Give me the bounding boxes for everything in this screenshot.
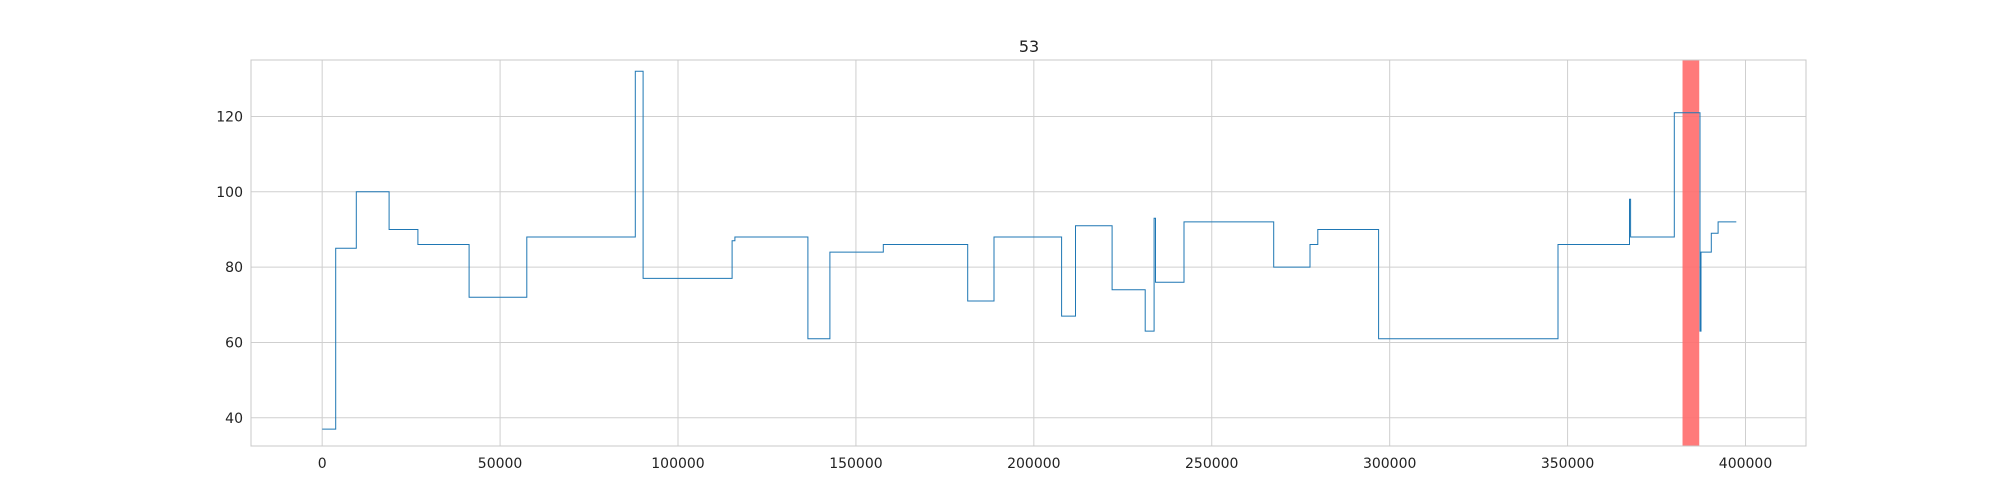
x-tick-label: 250000 [1185,456,1238,472]
x-tick-label: 400000 [1719,456,1772,472]
x-tick-label: 0 [318,456,327,472]
y-gridlines [251,115,1806,419]
x-tick-label: 150000 [829,456,882,472]
chart-title: 53 [1019,37,1039,56]
y-tick-label: 40 [225,411,243,427]
plot-frame [250,59,1807,447]
x-tick-label: 100000 [651,456,704,472]
x-gridlines [321,60,1747,446]
x-tick-label: 350000 [1541,456,1594,472]
y-tick-label: 100 [216,185,243,201]
y-tick-label: 80 [225,260,243,276]
x-tick-label: 200000 [1007,456,1060,472]
x-tick-label: 50000 [478,456,523,472]
series-layer [322,70,1737,430]
highlight-span [1682,60,1700,446]
y-tick-labels: 40 60 80 100 120 [216,109,243,426]
series-line [322,70,1737,430]
y-tick-label: 60 [225,335,243,351]
y-tick-label: 120 [216,109,243,125]
highlight-layer [1682,60,1700,446]
x-tick-labels: 0 50000 100000 150000 200000 250000 300000 3500… [318,456,1773,472]
x-tick-label: 300000 [1363,456,1416,472]
